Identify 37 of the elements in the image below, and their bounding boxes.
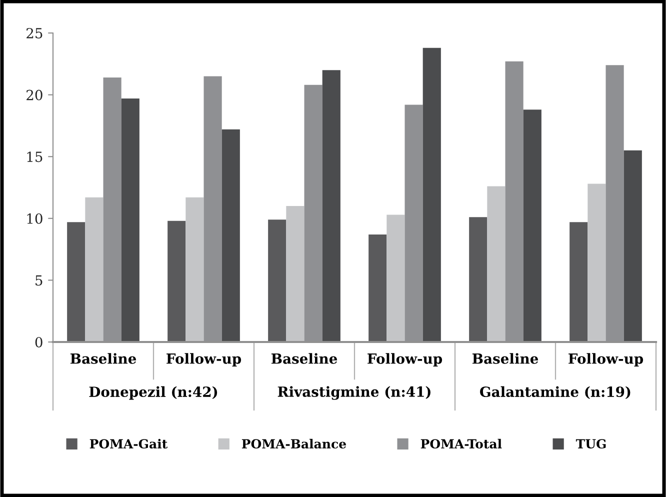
text: Rivastigmine (n:41)	[278, 386, 430, 400]
bar	[570, 222, 588, 342]
bar	[85, 197, 104, 342]
bar	[588, 184, 606, 342]
bar	[222, 129, 240, 342]
x-tick-label: Follow-up	[166, 353, 242, 367]
y-tick-label: 0	[35, 336, 42, 348]
bar	[268, 220, 286, 342]
x-tick-label: Baseline	[70, 353, 136, 364]
x-tick-label: Follow-up	[568, 353, 644, 367]
y-tick-label: 5	[36, 275, 42, 286]
bar	[624, 150, 642, 342]
legend-label: POMA-Total	[420, 438, 502, 449]
y-tick-label: 25	[26, 28, 42, 38]
bar	[286, 206, 304, 342]
bar	[368, 234, 387, 342]
bar	[469, 217, 488, 342]
bar	[168, 220, 186, 342]
bar	[186, 197, 204, 342]
x-tick-label: Baseline	[472, 353, 538, 364]
bar	[422, 48, 441, 342]
text: Donepezil (n:42)	[89, 386, 218, 400]
legend-label: POMA-Balance	[242, 438, 346, 449]
bar	[386, 214, 405, 342]
y-tick-label: 15	[27, 152, 42, 162]
legend-label: POMA-Gait	[90, 438, 168, 449]
bar	[67, 222, 86, 342]
text: Galantamine (n:19)	[480, 386, 630, 399]
bar	[322, 70, 340, 342]
y-tick-label: 10	[27, 213, 42, 224]
bar	[523, 110, 542, 342]
bar	[121, 98, 140, 342]
x-tick-label: Follow-up	[368, 353, 442, 367]
x-tick-label: Baseline	[271, 353, 338, 364]
bar	[487, 186, 506, 342]
y-tick-label: 20	[26, 90, 42, 100]
legend-label: TUG	[576, 439, 606, 449]
